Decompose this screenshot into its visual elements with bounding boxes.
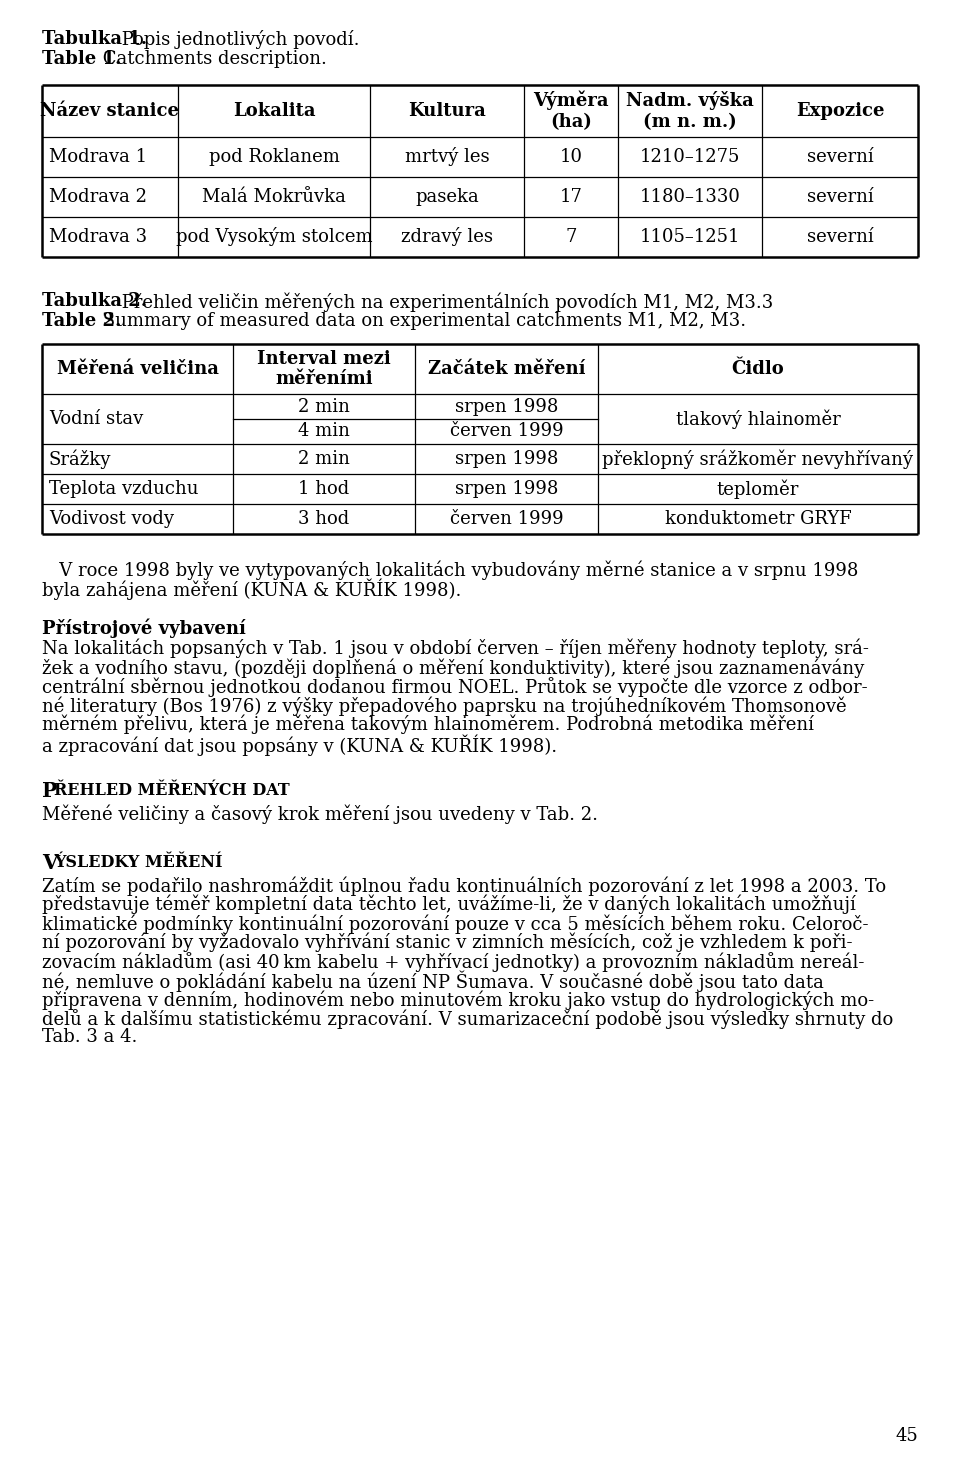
Text: Teplota vzduchu: Teplota vzduchu: [49, 480, 199, 498]
Text: ŘEHLED MĚŘENÝCH DAT: ŘEHLED MĚŘENÝCH DAT: [54, 782, 290, 799]
Text: 1180–1330: 1180–1330: [639, 188, 740, 206]
Text: Expozice: Expozice: [796, 101, 884, 120]
Text: pod Vysokým stolcem: pod Vysokým stolcem: [176, 228, 372, 247]
Text: Výměra
(ha): Výměra (ha): [533, 91, 609, 131]
Text: delů a k dalšímu statistickému zpracování. V sumarizaceční podobě jsou výsledky : delů a k dalšímu statistickému zpracován…: [42, 1009, 893, 1029]
Text: Tabulka 2.: Tabulka 2.: [42, 292, 147, 310]
Text: Měřené veličiny a časový krok měření jsou uvedeny v Tab. 2.: Měřené veličiny a časový krok měření jso…: [42, 804, 598, 824]
Text: Zatím se podařilo nashromáždit úplnou řadu kontinuálních pozorování z let 1998 a: Zatím se podařilo nashromáždit úplnou řa…: [42, 876, 886, 895]
Text: zovacím nákladům (asi 40 km kabelu + vyhřívací jednotky) a provozním nákladům ne: zovacím nákladům (asi 40 km kabelu + vyh…: [42, 953, 864, 972]
Text: Modrava 3: Modrava 3: [49, 228, 147, 247]
Text: 1210–1275: 1210–1275: [639, 148, 740, 166]
Text: klimatické podmínky kontinuální pozorování pouze v cca 5 měsících během roku. Ce: klimatické podmínky kontinuální pozorová…: [42, 915, 869, 934]
Text: 1105–1251: 1105–1251: [639, 228, 740, 247]
Text: Vodní stav: Vodní stav: [49, 410, 143, 429]
Text: Na lokalitách popsaných v Tab. 1 jsou v období červen – říjen měřeny hodnoty tep: Na lokalitách popsaných v Tab. 1 jsou v …: [42, 639, 869, 659]
Text: severní: severní: [806, 148, 874, 166]
Text: měrném přelivu, která je měřena takovým hlainoměrem. Podrobná metodika měření: měrném přelivu, která je měřena takovým …: [42, 715, 814, 734]
Text: Table 2.: Table 2.: [42, 313, 121, 330]
Text: 1 hod: 1 hod: [299, 480, 349, 498]
Text: Přehled veličin měřených na experimentálních povodích M1, M2, M3.3: Přehled veličin měřených na experimentál…: [116, 292, 773, 311]
Text: Modrava 2: Modrava 2: [49, 188, 147, 206]
Text: Měřená veličina: Měřená veličina: [57, 360, 219, 377]
Text: Popis jednotlivých povodí.: Popis jednotlivých povodí.: [116, 29, 359, 48]
Text: Kultura: Kultura: [408, 101, 486, 120]
Text: severní: severní: [806, 228, 874, 247]
Text: zdravý les: zdravý les: [401, 228, 493, 247]
Text: srpen 1998: srpen 1998: [455, 398, 558, 415]
Text: P: P: [42, 781, 58, 802]
Text: né literatury (Bos 1976) z výšky přepadového paprsku na trojúhedníkovém Thomsono: né literatury (Bos 1976) z výšky přepado…: [42, 696, 847, 715]
Text: 2 min: 2 min: [298, 398, 350, 415]
Text: Nadm. výška
(m n. m.): Nadm. výška (m n. m.): [626, 91, 754, 131]
Text: Summary of measured data on experimental catchments M1, M2, M3.: Summary of measured data on experimental…: [97, 313, 746, 330]
Text: Přístrojové vybavení: Přístrojové vybavení: [42, 618, 246, 637]
Text: Lokalita: Lokalita: [232, 101, 315, 120]
Text: připravena v denním, hodinovém nebo minutovém kroku jako vstup do hydrologických: připravena v denním, hodinovém nebo minu…: [42, 989, 875, 1010]
Text: Table 1.: Table 1.: [42, 50, 121, 68]
Text: Modrava 1: Modrava 1: [49, 148, 147, 166]
Text: Catchments description.: Catchments description.: [97, 50, 326, 68]
Text: Malá Mokrůvka: Malá Mokrůvka: [202, 188, 346, 206]
Text: Tabulka 1.: Tabulka 1.: [42, 29, 147, 48]
Text: né, nemluve o pokládání kabelu na úzení NP Šumava. V současné době jsou tato dat: né, nemluve o pokládání kabelu na úzení …: [42, 970, 824, 992]
Text: 17: 17: [560, 188, 583, 206]
Text: V roce 1998 byly ve vytypovaných lokalitách vybudovány měrné stanice a v srpnu 1: V roce 1998 byly ve vytypovaných lokalit…: [42, 559, 858, 580]
Text: 45: 45: [896, 1427, 918, 1445]
Text: Čidlo: Čidlo: [732, 360, 784, 377]
Text: 3 hod: 3 hod: [299, 509, 349, 528]
Text: tlakový hlainoměr: tlakový hlainoměr: [676, 410, 840, 429]
Text: Název stanice: Název stanice: [40, 101, 180, 120]
Text: srpen 1998: srpen 1998: [455, 480, 558, 498]
Text: představuje téměř kompletní data těchto let, uvážíme-li, že v daných lokalitách : představuje téměř kompletní data těchto …: [42, 895, 856, 915]
Text: pod Roklanem: pod Roklanem: [208, 148, 340, 166]
Text: byla zahájena měření (KUNA & KUŘÍK 1998).: byla zahájena měření (KUNA & KUŘÍK 1998)…: [42, 578, 462, 600]
Text: mrtvý les: mrtvý les: [405, 147, 490, 166]
Text: paseka: paseka: [415, 188, 479, 206]
Text: V: V: [42, 853, 58, 873]
Text: konduktometr GRYF: konduktometr GRYF: [664, 509, 852, 528]
Text: Srážky: Srážky: [49, 449, 111, 468]
Text: ÝSLEDKY MĚŘENÍ: ÝSLEDKY MĚŘENÍ: [54, 854, 223, 871]
Text: srpen 1998: srpen 1998: [455, 451, 558, 468]
Text: červen 1999: červen 1999: [449, 423, 564, 440]
Text: Vodivost vody: Vodivost vody: [49, 509, 174, 528]
Text: 2 min: 2 min: [298, 451, 350, 468]
Text: červen 1999: červen 1999: [449, 509, 564, 528]
Text: žek a vodního stavu, (později doplňená o měření konduktivity), které jsou zaznam: žek a vodního stavu, (později doplňená o…: [42, 658, 864, 678]
Text: teploměr: teploměr: [717, 479, 799, 499]
Text: 4 min: 4 min: [298, 423, 350, 440]
Text: Tab. 3 a 4.: Tab. 3 a 4.: [42, 1028, 137, 1047]
Text: Začátek měření: Začátek měření: [428, 360, 586, 377]
Text: překlopný srážkoměr nevyhřívaný: překlopný srážkoměr nevyhřívaný: [603, 449, 914, 468]
Text: ní pozorování by vyžadovalo vyhřívání stanic v zimních měsících, což je vzhledem: ní pozorování by vyžadovalo vyhřívání st…: [42, 934, 852, 953]
Text: 7: 7: [565, 228, 577, 247]
Text: a zpracování dat jsou popsány v (KUNA & KUŘÍK 1998).: a zpracování dat jsou popsány v (KUNA & …: [42, 734, 557, 756]
Text: severní: severní: [806, 188, 874, 206]
Text: centrální sběrnou jednotkou dodanou firmou NOEL. Průtok se vypočte dle vzorce z : centrální sběrnou jednotkou dodanou firm…: [42, 677, 868, 697]
Text: 10: 10: [560, 148, 583, 166]
Text: Interval mezi
měřeními: Interval mezi měřeními: [257, 349, 391, 389]
